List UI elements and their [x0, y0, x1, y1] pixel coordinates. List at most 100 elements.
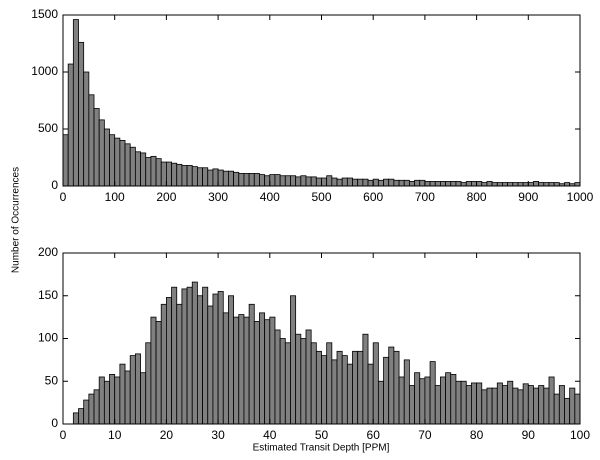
bar: [326, 342, 333, 425]
x-tick-label: 800: [467, 190, 487, 204]
bar: [290, 175, 297, 187]
bar: [233, 171, 240, 187]
bar: [383, 178, 390, 187]
bar: [145, 342, 152, 425]
bar: [471, 181, 477, 187]
bar: [197, 295, 203, 425]
bar: [548, 182, 555, 187]
x-tick-label: 50: [315, 428, 329, 442]
x-tick-label: 900: [518, 190, 538, 204]
bar: [455, 380, 462, 425]
bar: [191, 166, 198, 187]
bar: [341, 355, 348, 425]
bar: [450, 374, 457, 425]
bar: [424, 181, 431, 187]
y-tick-label: 50: [45, 373, 59, 387]
bar: [124, 143, 131, 187]
bar: [62, 134, 69, 187]
y-tick-label: 100: [38, 331, 58, 345]
bar: [377, 179, 384, 187]
bar: [253, 173, 260, 187]
bar: [269, 316, 276, 425]
bar: [103, 380, 110, 425]
bar: [233, 316, 240, 425]
bar: [165, 297, 172, 425]
x-tick-label: 400: [260, 190, 280, 204]
bar: [217, 169, 224, 187]
bar: [160, 161, 167, 187]
x-tick-label: 0: [60, 190, 67, 204]
bar: [331, 359, 338, 425]
bar: [465, 181, 472, 187]
bar: [543, 387, 550, 425]
bar: [243, 173, 250, 187]
y-tick-label: 0: [51, 416, 58, 430]
bar: [78, 41, 85, 187]
bar: [243, 316, 250, 425]
bar: [253, 320, 260, 425]
bar: [207, 305, 214, 425]
x-tick-label: 100: [105, 190, 125, 204]
bar: [393, 179, 400, 187]
bar: [88, 94, 95, 187]
x-tick-label: 500: [311, 190, 331, 204]
bar: [450, 181, 457, 187]
x-tick-label: 600: [363, 190, 383, 204]
y-axis-label: Number of Occurrences: [11, 167, 22, 273]
bar: [574, 393, 581, 425]
bar: [186, 165, 193, 187]
bar: [93, 108, 100, 187]
bar: [414, 179, 421, 187]
bar: [574, 182, 581, 187]
bar: [259, 312, 266, 425]
bar: [517, 182, 524, 187]
bar: [88, 393, 95, 425]
bar: [352, 178, 359, 187]
bar: [119, 363, 126, 425]
bar: [93, 389, 100, 425]
bar: [305, 176, 312, 187]
bar: [558, 385, 565, 425]
x-tick-label: 0: [60, 428, 67, 442]
bar: [517, 389, 524, 425]
bar: [481, 389, 488, 425]
bar: [367, 363, 374, 425]
bar: [310, 342, 317, 425]
bar: [259, 174, 266, 187]
x-tick-label: 700: [415, 190, 435, 204]
bar: [181, 288, 188, 425]
x-tick-label: 40: [263, 428, 277, 442]
bar: [512, 182, 519, 187]
bar: [476, 181, 483, 187]
x-tick-label: 20: [160, 428, 174, 442]
bar: [496, 382, 503, 425]
bar: [357, 350, 364, 425]
bar: [119, 139, 126, 187]
bar: [471, 382, 477, 425]
bar: [429, 181, 436, 187]
bar: [512, 387, 519, 425]
bar: [248, 303, 255, 425]
bar: [476, 382, 483, 425]
bar: [388, 346, 395, 425]
bar: [548, 376, 555, 425]
bar: [145, 157, 152, 187]
bar: [181, 165, 188, 187]
y-tick-label: 0: [51, 178, 58, 192]
bar: [533, 387, 540, 425]
bar: [171, 162, 178, 187]
bar: [310, 176, 317, 187]
bar: [455, 181, 462, 187]
x-tick-label: 30: [211, 428, 225, 442]
bar: [155, 158, 162, 187]
bar: [72, 19, 79, 187]
bar: [346, 177, 353, 187]
bar: [186, 286, 193, 425]
bar: [78, 408, 85, 425]
bar: [507, 380, 514, 425]
bar: [129, 146, 136, 187]
bar: [155, 320, 162, 425]
bar: [341, 177, 348, 187]
bar: [553, 182, 560, 187]
bar: [527, 385, 534, 425]
